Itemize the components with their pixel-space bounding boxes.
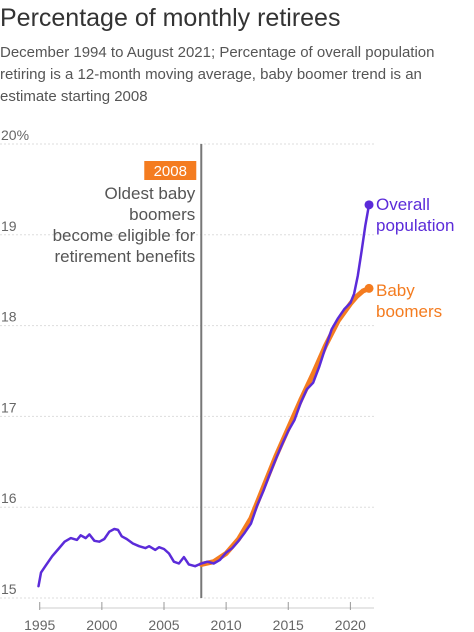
x-tick-label: 2020	[335, 617, 366, 632]
chart-subtitle: December 1994 to August 2021; Percentage…	[0, 44, 435, 105]
overall-population-line	[37, 203, 371, 588]
x-tick-label: 2010	[211, 617, 242, 632]
baby-boomers-endpoint	[364, 283, 374, 293]
overall-population-label: population	[376, 216, 454, 235]
y-tick-label: 17	[1, 399, 17, 415]
series-labels: Overall population Baby boomers	[376, 195, 454, 321]
x-tick-label: 2015	[273, 617, 304, 632]
baby-boomers-label: boomers	[376, 302, 442, 321]
overall-population-label: Overall	[376, 195, 430, 214]
y-tick-label: 19	[1, 218, 17, 234]
annotation-text-line: become eligible for	[53, 226, 196, 245]
gridlines: 15 16 17 18 19 20% 1995 2000 2005 2010 2015 2020	[0, 127, 374, 632]
x-tick-label: 1995	[24, 617, 55, 632]
chart-title: Percentage of monthly retirees	[0, 4, 341, 32]
annotation-year-label: 2008	[154, 163, 187, 180]
baby-boomers-label: Baby	[376, 281, 415, 300]
series-lines	[37, 200, 374, 588]
annotation-text-line: Oldest baby	[105, 184, 196, 203]
annotation-text-line: boomers	[129, 205, 195, 224]
x-tick-label: 2000	[86, 617, 117, 632]
baby-boomers-line	[198, 285, 372, 567]
y-tick-label: 18	[1, 309, 17, 325]
annotation-year-badge	[144, 161, 197, 180]
annotation-text-line: retirement benefits	[54, 247, 195, 266]
y-tick-label: 20%	[1, 127, 29, 143]
y-tick-label: 15	[1, 581, 17, 597]
overall-population-endpoint	[364, 200, 374, 210]
annotation-2008: 2008 Oldest baby boomers become eligible fo…	[53, 144, 203, 598]
x-tick-label: 2005	[148, 617, 179, 632]
y-tick-label: 16	[1, 490, 17, 506]
